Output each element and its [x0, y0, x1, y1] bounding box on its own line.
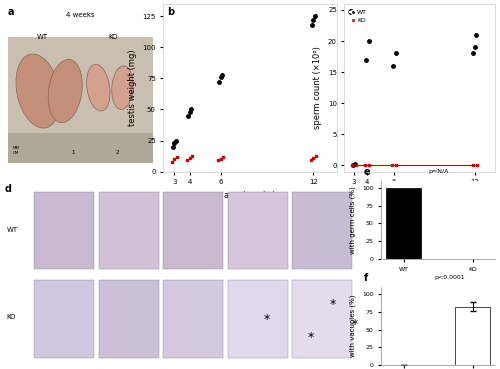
Text: a: a	[8, 7, 14, 17]
Text: *: *	[264, 313, 270, 325]
FancyBboxPatch shape	[34, 192, 94, 269]
Text: WT: WT	[37, 34, 48, 40]
Text: 4 weeks: 4 weeks	[66, 12, 94, 18]
Y-axis label: with vacuoles (%): with vacuoles (%)	[350, 295, 356, 357]
X-axis label: age (weeks): age (weeks)	[394, 191, 446, 200]
Text: KO: KO	[108, 34, 118, 40]
Text: c: c	[348, 7, 353, 17]
Text: 1: 1	[71, 150, 74, 155]
FancyBboxPatch shape	[34, 280, 94, 358]
Text: *: *	[330, 298, 336, 311]
Text: WT: WT	[7, 227, 18, 234]
Text: p=N/A: p=N/A	[428, 169, 448, 174]
FancyBboxPatch shape	[8, 133, 152, 163]
Bar	[386, 188, 421, 259]
Text: f: f	[364, 273, 368, 283]
FancyBboxPatch shape	[98, 280, 158, 358]
Text: *: *	[352, 318, 358, 331]
Legend: WT, KO: WT, KO	[348, 7, 370, 26]
Y-axis label: testis weight (mg): testis weight (mg)	[128, 49, 136, 126]
Text: d: d	[5, 184, 12, 194]
Bar	[456, 307, 490, 365]
FancyBboxPatch shape	[228, 280, 288, 358]
Text: b: b	[167, 7, 174, 17]
Text: *: *	[308, 331, 314, 344]
Y-axis label: sperm count (×10⁶): sperm count (×10⁶)	[314, 46, 322, 129]
Text: p<0.0001: p<0.0001	[434, 275, 465, 280]
FancyBboxPatch shape	[292, 280, 352, 358]
Ellipse shape	[112, 66, 133, 110]
Ellipse shape	[16, 54, 60, 128]
FancyBboxPatch shape	[98, 192, 158, 269]
Text: MM
CM: MM CM	[12, 146, 20, 155]
Text: KO: KO	[7, 314, 16, 320]
FancyBboxPatch shape	[163, 192, 223, 269]
FancyBboxPatch shape	[163, 280, 223, 358]
X-axis label: age (weeks): age (weeks)	[224, 191, 276, 200]
Y-axis label: with germ cells (%): with germ cells (%)	[350, 186, 356, 254]
FancyBboxPatch shape	[228, 192, 288, 269]
Ellipse shape	[48, 59, 82, 123]
FancyBboxPatch shape	[292, 192, 352, 269]
Text: 2: 2	[116, 150, 119, 155]
FancyBboxPatch shape	[8, 37, 152, 163]
Ellipse shape	[86, 65, 110, 111]
Text: e: e	[364, 166, 370, 177]
